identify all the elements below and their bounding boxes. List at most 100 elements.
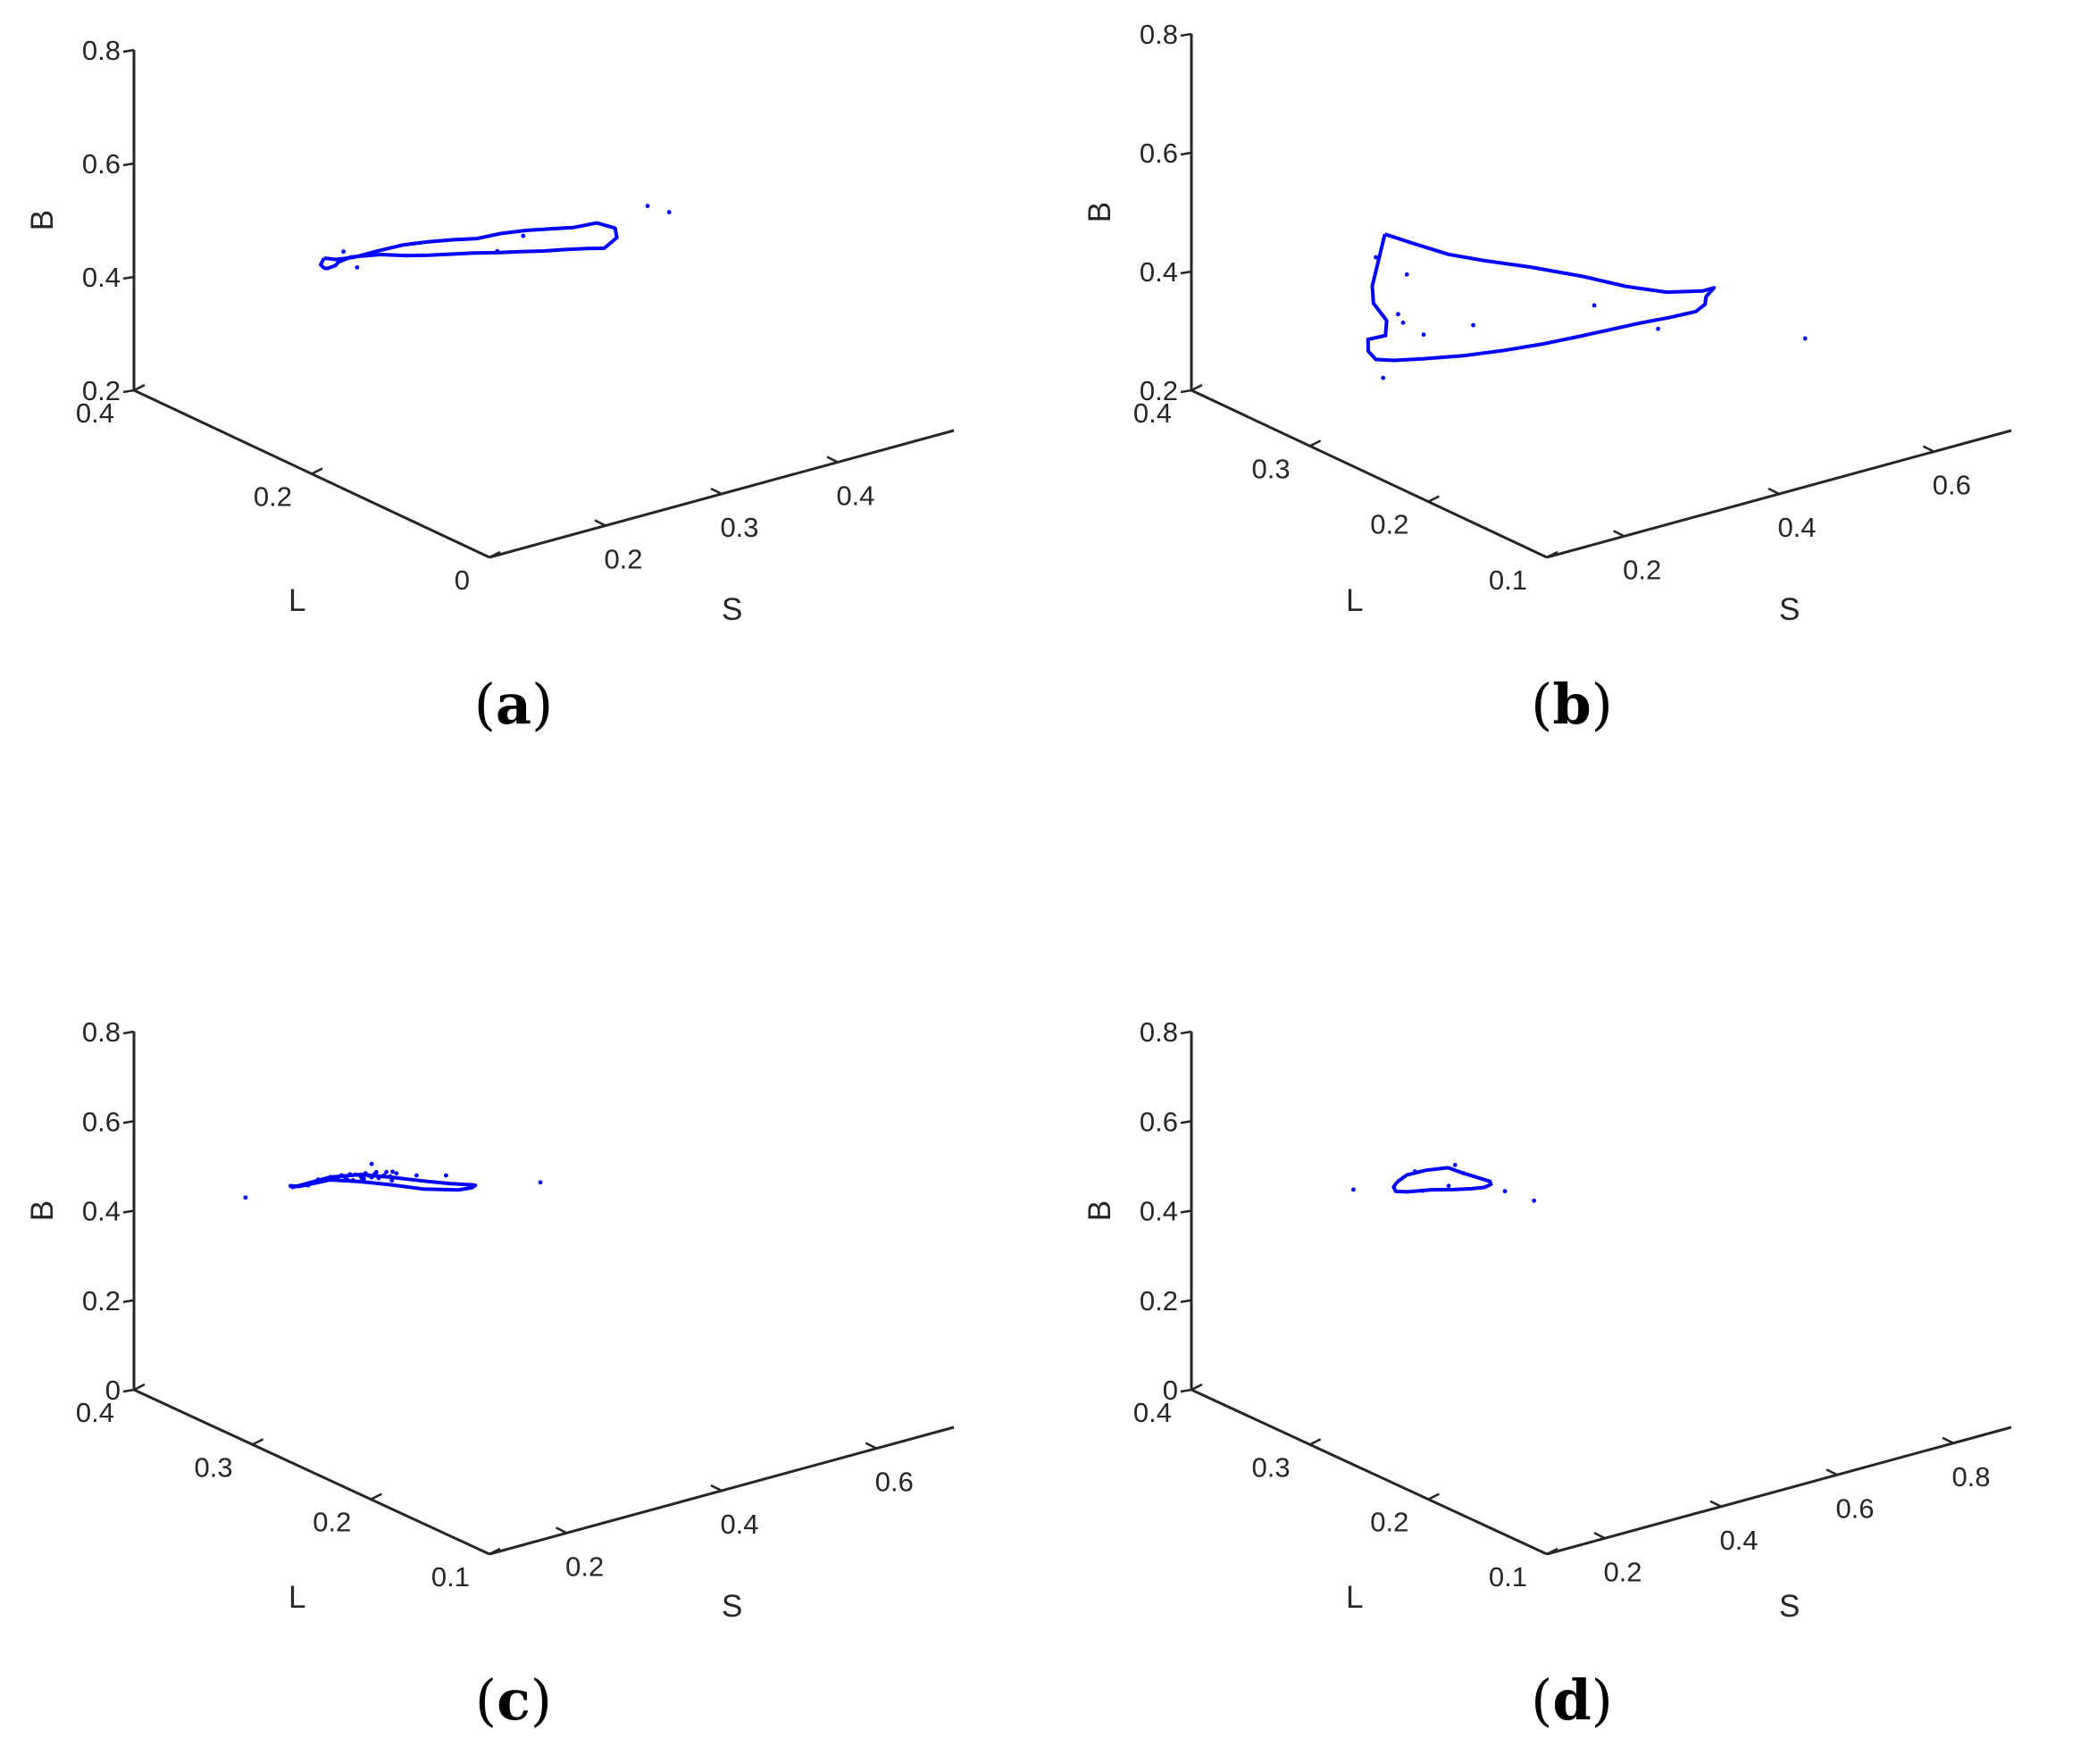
l-axis-label: L: [1346, 1580, 1363, 1615]
panel-c: 0 0.2 0.4 0.6 0.8 0.1 0.2 0.3 0.4 0.2 0.4 0.6 L S B (c): [25, 1016, 955, 1733]
l-axis-label: L: [1346, 583, 1363, 618]
l-tick-label: 0.2: [1370, 509, 1408, 540]
data-point: [666, 210, 672, 214]
data-point: [335, 1177, 340, 1183]
data-point: [243, 1195, 248, 1200]
b-tick-label: 0: [105, 1375, 121, 1406]
l-tick: [1546, 550, 1558, 559]
panel-d: 0 0.2 0.4 0.6 0.8 0.1 0.2 0.3 0.4 0.2 0.4 0.6 0.8 L S B…: [1082, 1016, 2012, 1733]
l-tick-label: 0.4: [1133, 397, 1172, 429]
b-tick-label: 0.2: [82, 1285, 121, 1317]
b-tick: [122, 1299, 135, 1303]
s-tick-label: 0.2: [1603, 1556, 1642, 1587]
b-tick: [122, 1120, 135, 1124]
data-point: [443, 1173, 448, 1178]
l-tick-label: 0.1: [1489, 1561, 1527, 1593]
panel-letter: a: [496, 672, 531, 737]
b-tick-label: 0.2: [82, 375, 121, 406]
data-point: [347, 1172, 353, 1177]
l-axis-label: L: [288, 583, 305, 618]
data-point: [1420, 1188, 1425, 1193]
b-tick-label: 0.8: [1140, 19, 1178, 50]
data-point: [381, 1173, 387, 1178]
b-tick: [122, 1030, 135, 1035]
s-tick: [1593, 1532, 1606, 1540]
data-point: [1452, 1162, 1458, 1167]
s-axis-label: S: [1779, 1589, 1800, 1624]
s-tick: [865, 1442, 877, 1450]
data-point: [338, 1173, 344, 1178]
l-tick-label: 0.3: [195, 1451, 233, 1483]
s-tick-label: 0.2: [604, 544, 642, 575]
data-point: [369, 1175, 374, 1180]
b-tick: [1180, 270, 1192, 275]
boundary-curve: [1366, 232, 1717, 363]
panel-b: 0.20.40.60.80.10.20.30.40.20.40.6L SB(b): [1082, 19, 2012, 737]
panel-label: (c): [475, 1668, 552, 1733]
s-tick: [594, 519, 606, 527]
data-point: [345, 1177, 350, 1183]
data-point: [1471, 322, 1475, 328]
l-tick: [252, 1438, 264, 1446]
b-tick: [122, 1388, 135, 1393]
data-point: [376, 1175, 381, 1181]
l-tick-label: 0: [455, 564, 470, 596]
data-point: [1412, 1169, 1417, 1174]
l-tick: [1191, 1383, 1203, 1392]
s-axis-label: S: [722, 1589, 742, 1624]
l-axis-label: L: [288, 1580, 305, 1615]
s-tick: [710, 487, 723, 496]
data-point: [1400, 320, 1406, 325]
l-tick-label: 0.3: [1252, 1451, 1291, 1483]
data-point: [327, 1177, 332, 1182]
l-axis-line: [1191, 1388, 1548, 1556]
l-tick: [1546, 1547, 1558, 1556]
data-point: [363, 1171, 368, 1176]
data-point: [645, 204, 650, 208]
b-tick: [1180, 1030, 1192, 1035]
data-point: [1396, 312, 1400, 317]
s-tick: [826, 456, 839, 464]
data-point: [1532, 1198, 1536, 1203]
b-tick-label: 0.4: [1140, 256, 1178, 288]
b-tick: [122, 275, 135, 280]
s-axis-label: S: [722, 592, 742, 627]
data-point: [394, 1171, 399, 1176]
b-tick-label: 0.6: [82, 1106, 121, 1137]
data-point: [1656, 326, 1660, 331]
s-tick-label: 0.3: [720, 512, 758, 543]
b-tick: [122, 389, 135, 394]
b-axis-label: B: [1082, 202, 1117, 222]
s-tick-label: 0.6: [1933, 470, 1971, 501]
data-point: [1802, 336, 1808, 341]
l-tick: [370, 1492, 382, 1501]
s-axis-label: S: [1779, 592, 1800, 627]
b-tick-label: 0.6: [1140, 138, 1178, 169]
boundary-curve: [1391, 1166, 1493, 1194]
data-point: [1592, 303, 1597, 308]
data-point: [1502, 1189, 1508, 1194]
panel-label: (b): [1531, 672, 1613, 737]
b-tick: [1180, 151, 1192, 156]
data-point: [366, 1173, 372, 1178]
l-tick: [1427, 495, 1440, 503]
data-point: [389, 1178, 395, 1183]
s-tick-label: 0.8: [1951, 1461, 1990, 1492]
b-tick: [1180, 32, 1192, 38]
l-tick-label: 0.2: [254, 481, 292, 513]
b-tick-label: 0: [1163, 1375, 1178, 1406]
data-point: [390, 1169, 395, 1175]
l-tick-label: 0.2: [313, 1507, 351, 1538]
data-point: [341, 249, 346, 255]
b-tick-label: 0.2: [1140, 1285, 1178, 1317]
data-point: [388, 1174, 393, 1179]
b-tick-label: 0.4: [82, 1196, 121, 1227]
data-point: [350, 1178, 355, 1183]
data-point: [305, 1183, 311, 1188]
data-point: [384, 1169, 389, 1175]
boundary-curve: [318, 221, 619, 271]
b-tick: [122, 162, 135, 167]
data-point: [355, 265, 360, 270]
b-tick: [122, 48, 135, 54]
data-point: [538, 1180, 543, 1185]
